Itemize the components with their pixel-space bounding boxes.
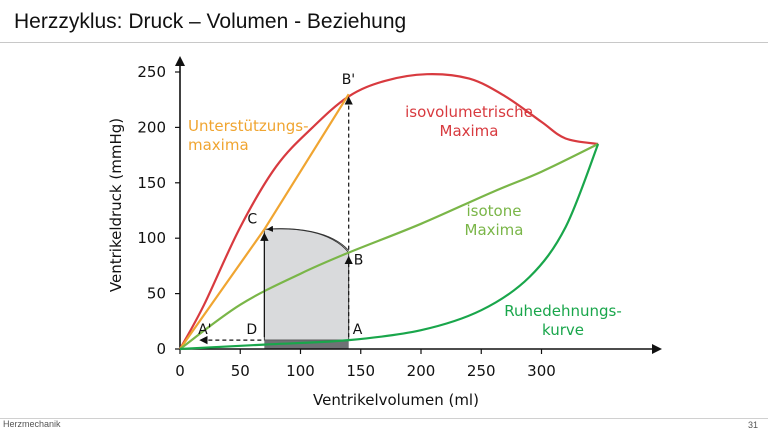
series-line bbox=[179, 143, 600, 351]
arrows-layer bbox=[199, 96, 353, 345]
x-tick-label: 300 bbox=[527, 362, 556, 380]
series-label: isotone bbox=[467, 202, 522, 220]
x-axis-title: Ventrikelvolumen (ml) bbox=[313, 391, 479, 409]
y-tick-label: 250 bbox=[137, 63, 166, 81]
series-label: Unterstützungs- bbox=[188, 117, 308, 135]
series-layer bbox=[179, 73, 600, 351]
series-label: maxima bbox=[188, 136, 249, 154]
series-label: Ruhedehnungs- bbox=[504, 302, 622, 320]
y-tick-label: 50 bbox=[147, 285, 166, 303]
series-label: Maxima bbox=[440, 122, 499, 140]
axes-layer: 0 50 100 150 200 250 300 0 50 100 150 200 250 Ventrik… bbox=[107, 56, 662, 409]
y-axis-arrowhead bbox=[175, 56, 185, 66]
x-tick-label: 150 bbox=[346, 362, 375, 380]
filling-strip bbox=[264, 340, 349, 349]
point-label: B bbox=[354, 253, 364, 269]
y-axis-title: Ventrikeldruck (mmHg) bbox=[107, 118, 125, 292]
point-label: B' bbox=[342, 72, 355, 88]
y-tick-label: 100 bbox=[137, 229, 166, 247]
point-label: D bbox=[246, 322, 257, 338]
series-label: isovolumetrische bbox=[405, 103, 533, 121]
title-divider bbox=[0, 42, 768, 43]
arrow-b-to-c bbox=[266, 225, 350, 251]
point-label: A' bbox=[198, 322, 211, 338]
slide-title: Herzzyklus: Druck – Volumen - Beziehung bbox=[14, 10, 407, 33]
y-tick-label: 0 bbox=[156, 340, 166, 358]
point-label: C bbox=[247, 211, 257, 227]
point-label: A bbox=[353, 322, 363, 338]
y-tick-label: 150 bbox=[137, 174, 166, 192]
x-axis-arrowhead bbox=[652, 344, 662, 354]
labels-layer: ABB'CDA'isovolumetrischeMaximaUnterstütz… bbox=[188, 72, 622, 339]
page-number: 31 bbox=[747, 420, 758, 430]
work-area-layer bbox=[263, 228, 350, 349]
series-label: Maxima bbox=[465, 221, 524, 239]
x-tick-label: 200 bbox=[407, 362, 436, 380]
y-tick-label: 200 bbox=[137, 118, 166, 136]
x-tick-label: 250 bbox=[467, 362, 496, 380]
footer-divider bbox=[0, 418, 768, 419]
x-tick-label: 50 bbox=[231, 362, 250, 380]
x-tick-label: 100 bbox=[286, 362, 315, 380]
series-label: kurve bbox=[542, 321, 584, 339]
x-tick-label: 0 bbox=[175, 362, 185, 380]
series-line bbox=[179, 93, 350, 350]
series-line bbox=[179, 143, 599, 350]
series-line bbox=[179, 73, 599, 350]
footer-section-label: Herzmechanik bbox=[3, 419, 61, 429]
